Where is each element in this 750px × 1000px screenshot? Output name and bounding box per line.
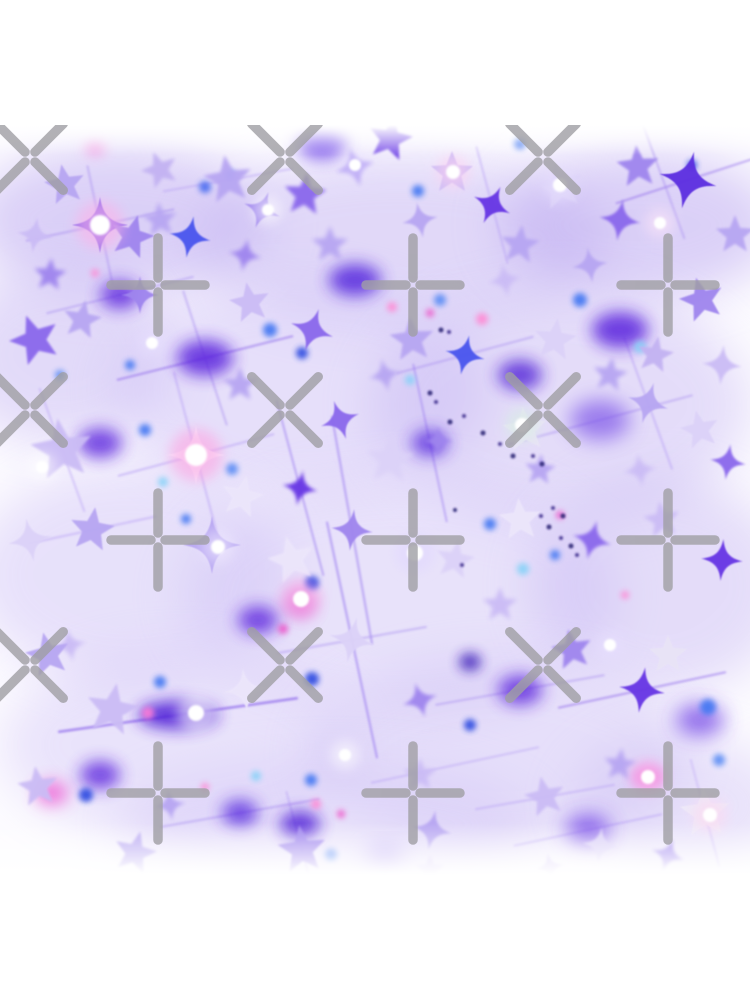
paint-speck xyxy=(559,536,563,540)
white-sparkle xyxy=(641,770,655,784)
glow-dot xyxy=(311,799,321,809)
sparkle-artwork-image xyxy=(0,125,750,875)
white-sparkle xyxy=(339,749,351,761)
glow-dot xyxy=(199,181,211,193)
paint-speck xyxy=(453,508,457,512)
paint-speck xyxy=(434,400,438,404)
white-sparkle xyxy=(446,165,460,179)
glow-dot xyxy=(79,788,93,802)
white-sparkle xyxy=(146,337,158,349)
paint-speck xyxy=(447,330,451,334)
glow-blob xyxy=(570,400,630,440)
white-sparkle xyxy=(188,705,204,721)
glow-blob xyxy=(177,340,233,376)
top-fade xyxy=(0,125,750,155)
glow-dot xyxy=(412,185,424,197)
glow-dot xyxy=(464,719,476,731)
paint-speck xyxy=(447,419,453,425)
white-sparkle xyxy=(654,217,666,229)
paint-speck-layer xyxy=(427,327,579,567)
glow-dot xyxy=(91,269,99,277)
glow-dot xyxy=(263,323,277,337)
white-sparkle xyxy=(185,444,207,466)
glow-dot xyxy=(517,563,529,575)
glow-dot xyxy=(305,774,317,786)
glow-dot xyxy=(142,707,154,719)
white-sparkle xyxy=(349,159,361,171)
glow-dot xyxy=(387,302,397,312)
glow-dot xyxy=(621,591,629,599)
glow-dot xyxy=(158,477,168,487)
glow-blob xyxy=(676,704,724,736)
glow-dot xyxy=(405,375,415,385)
paint-speck xyxy=(462,414,466,418)
glow-blob xyxy=(80,761,120,789)
glow-dot xyxy=(296,347,308,359)
glow-blob xyxy=(592,312,648,348)
white-sparkle xyxy=(703,808,717,822)
glow-blob xyxy=(78,428,122,458)
glow-dot xyxy=(476,313,488,325)
paint-speck xyxy=(551,506,555,510)
glow-dot xyxy=(573,293,587,307)
paint-speck xyxy=(498,442,502,446)
white-sparkle xyxy=(293,591,309,607)
white-sparkle xyxy=(90,215,110,235)
glow-dot xyxy=(278,624,288,634)
edge-fade-layer xyxy=(0,125,750,875)
glow-dot xyxy=(713,754,725,766)
paint-speck xyxy=(560,513,566,519)
paint-speck xyxy=(460,563,464,567)
glow-blob xyxy=(329,264,381,296)
paint-speck xyxy=(539,461,545,467)
glow-dot xyxy=(181,514,191,524)
glow-blob xyxy=(459,653,481,671)
glow-blob xyxy=(222,800,258,826)
paint-speck xyxy=(546,524,552,530)
paint-speck xyxy=(539,514,543,518)
bottom-fade xyxy=(0,823,750,875)
glow-dot xyxy=(426,309,434,317)
white-sparkle xyxy=(211,540,225,554)
paint-speck xyxy=(438,327,444,333)
glow-dot xyxy=(125,360,135,370)
glow-dot xyxy=(484,518,496,530)
glow-dot xyxy=(434,294,446,306)
glow-dot xyxy=(226,463,238,475)
paint-speck xyxy=(575,553,579,557)
glow-dot xyxy=(154,676,166,688)
white-sparkle xyxy=(262,204,274,216)
paint-speck xyxy=(531,454,535,458)
glow-dot xyxy=(550,550,560,560)
paint-speck xyxy=(568,543,574,549)
white-sparkle xyxy=(36,461,48,473)
glow-dot xyxy=(337,810,345,818)
white-sparkle xyxy=(604,639,616,651)
paint-speck xyxy=(427,390,433,396)
glow-dot xyxy=(139,424,151,436)
haze-patch xyxy=(530,475,750,695)
light-streak xyxy=(370,746,540,784)
glow-blob xyxy=(238,606,278,634)
glow-dot xyxy=(251,771,261,781)
top-white-margin xyxy=(0,0,750,125)
glow-dot xyxy=(700,699,716,715)
artwork-svg xyxy=(0,125,750,875)
paint-speck xyxy=(510,453,516,459)
bottom-white-margin xyxy=(0,875,750,1000)
paint-speck xyxy=(480,430,486,436)
